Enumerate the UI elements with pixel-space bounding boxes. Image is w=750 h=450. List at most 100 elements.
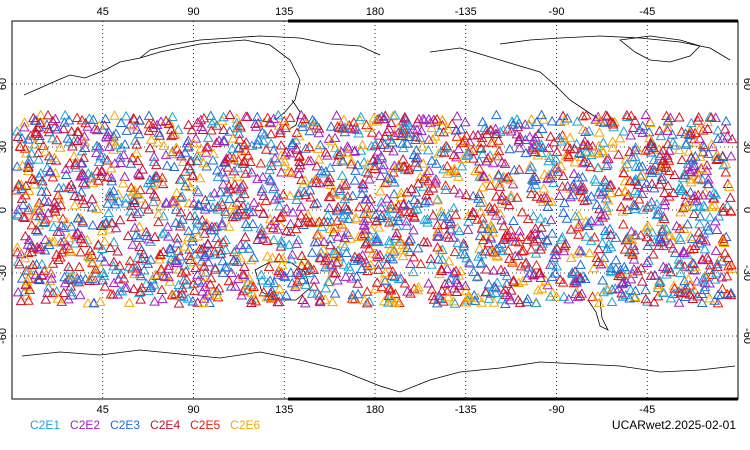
marker-c2e1 (479, 122, 491, 133)
marker-c2e2 (258, 190, 270, 200)
marker-c2e6 (170, 142, 182, 152)
marker-c2e6 (329, 188, 341, 199)
marker-c2e1 (291, 194, 303, 204)
marker-c2e1 (362, 236, 374, 246)
marker-c2e1 (370, 231, 382, 241)
marker-c2e5 (163, 260, 175, 270)
marker-c2e2 (671, 220, 682, 231)
marker-c2e1 (165, 253, 177, 264)
marker-c2e2 (613, 283, 624, 293)
marker-c2e3 (520, 134, 531, 144)
marker-c2e3 (382, 172, 394, 182)
marker-c2e2 (326, 258, 338, 269)
marker-c2e1 (471, 271, 483, 282)
marker-c2e2 (108, 277, 120, 288)
marker-c2e3 (16, 273, 28, 283)
marker-c2e2 (451, 124, 462, 135)
marker-c2e5 (245, 156, 256, 167)
marker-c2e2 (641, 257, 653, 267)
marker-c2e2 (18, 121, 30, 132)
marker-c2e3 (378, 139, 390, 149)
marker-c2e6 (593, 113, 605, 124)
marker-c2e3 (304, 125, 316, 136)
marker-c2e6 (623, 233, 635, 243)
marker-c2e1 (539, 216, 551, 227)
marker-c2e6 (280, 120, 292, 130)
marker-c2e3 (487, 223, 499, 233)
marker-c2e4 (629, 115, 641, 125)
marker-c2e1 (66, 286, 77, 297)
marker-c2e5 (450, 209, 462, 219)
marker-c2e1 (629, 151, 641, 161)
marker-c2e6 (591, 147, 603, 158)
marker-c2e5 (179, 166, 191, 176)
marker-c2e2 (195, 114, 207, 125)
marker-c2e5 (237, 285, 249, 296)
marker-c2e5 (618, 167, 629, 177)
marker-c2e2 (453, 143, 465, 154)
marker-c2e5 (277, 189, 289, 199)
legend-item-c2e5: C2E5 (190, 418, 221, 432)
marker-c2e4 (697, 146, 709, 157)
marker-c2e1 (142, 177, 154, 188)
marker-c2e3 (231, 256, 243, 266)
marker-c2e3 (410, 134, 421, 144)
marker-c2e3 (45, 154, 57, 164)
marker-c2e6 (569, 156, 581, 167)
marker-c2e5 (237, 268, 249, 279)
marker-c2e2 (329, 132, 341, 142)
marker-c2e3 (217, 267, 229, 277)
marker-c2e1 (600, 181, 612, 192)
marker-c2e5 (688, 208, 700, 218)
marker-c2e2 (526, 142, 537, 153)
marker-c2e5 (102, 171, 113, 182)
marker-c2e1 (547, 259, 558, 269)
marker-c2e5 (76, 114, 88, 125)
marker-c2e6 (227, 199, 239, 209)
marker-c2e1 (681, 249, 693, 259)
marker-c2e3 (522, 293, 534, 304)
marker-c2e3 (211, 232, 223, 243)
marker-c2e4 (562, 141, 573, 151)
marker-c2e5 (719, 247, 731, 258)
marker-c2e2 (580, 126, 592, 137)
marker-c2e4 (554, 274, 566, 284)
marker-c2e4 (613, 149, 624, 159)
marker-c2e5 (13, 179, 25, 189)
marker-c2e3 (558, 207, 569, 217)
marker-c2e6 (618, 162, 630, 172)
marker-c2e3 (621, 234, 633, 245)
marker-c2e2 (127, 239, 138, 249)
marker-c2e4 (58, 235, 70, 246)
marker-c2e4 (32, 147, 44, 158)
marker-c2e3 (546, 228, 558, 238)
marker-c2e4 (42, 109, 54, 120)
marker-c2e5 (577, 182, 589, 192)
marker-c2e5 (697, 254, 709, 265)
marker-c2e5 (238, 139, 250, 149)
marker-c2e6 (19, 252, 31, 263)
marker-c2e4 (500, 229, 511, 240)
marker-c2e5 (397, 124, 409, 135)
marker-c2e2 (722, 130, 733, 141)
marker-c2e3 (164, 243, 175, 253)
marker-c2e4 (587, 140, 598, 151)
marker-c2e2 (218, 135, 230, 145)
marker-c2e2 (60, 163, 72, 174)
marker-c2e3 (110, 128, 122, 138)
marker-c2e6 (293, 130, 305, 141)
marker-c2e1 (652, 282, 664, 292)
marker-c2e3 (598, 252, 610, 263)
marker-c2e3 (168, 161, 180, 172)
marker-c2e2 (390, 230, 401, 241)
marker-c2e2 (358, 215, 370, 225)
marker-c2e2 (408, 224, 419, 235)
marker-c2e1 (59, 222, 71, 233)
marker-c2e5 (403, 206, 415, 217)
marker-c2e5 (688, 243, 700, 254)
marker-c2e1 (69, 238, 81, 248)
marker-c2e2 (717, 133, 729, 143)
marker-c2e1 (411, 203, 423, 214)
marker-c2e2 (504, 294, 516, 305)
marker-c2e6 (532, 284, 544, 295)
